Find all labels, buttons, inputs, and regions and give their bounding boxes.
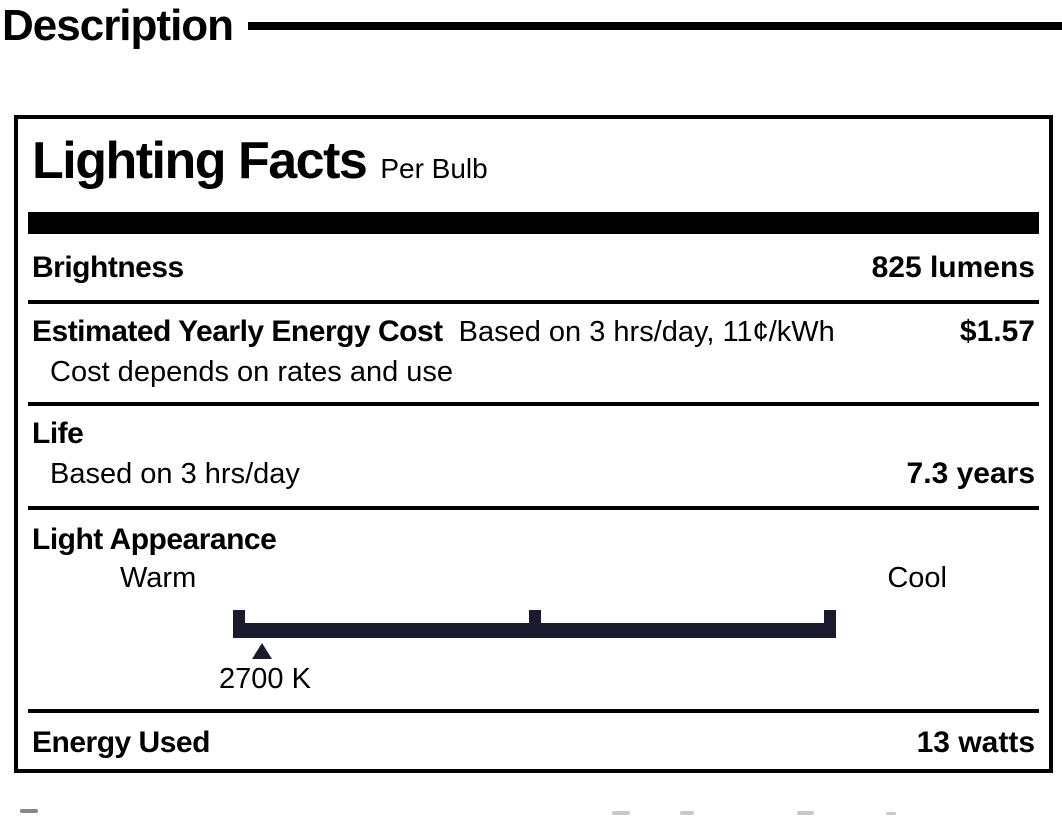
lighting-facts-title-line: Lighting Facts Per Bulb [32,131,1035,204]
temperature-marker-value: 2700 K [219,663,311,695]
lighting-facts-title: Lighting Facts [32,132,368,190]
cropped-text-fragment [797,811,814,815]
row-separator [28,506,1039,510]
brightness-label: Brightness [32,251,184,284]
life-row: Life Based on 3 hrs/day 7.3 years [32,406,1035,506]
scale-cool-label: Cool [887,562,947,594]
scale-tick-right [824,610,836,638]
row-separator [28,709,1039,713]
energy-used-label: Energy Used [32,726,210,759]
brightness-row: Brightness 825 lumens [32,234,1035,300]
scale-tick-middle [529,610,541,638]
energy-cost-label: Estimated Yearly Energy Cost [32,315,443,348]
energy-used-row: Energy Used 13 watts [32,713,1035,759]
light-appearance-row: Light Appearance Warm Cool 2700 K [32,510,1035,709]
temperature-marker-triangle-icon [252,643,272,659]
cropped-text-fragment [886,812,896,815]
cropped-text-fragment [20,809,38,813]
description-section-header: Description [2,0,1062,52]
color-temperature-scale: 2700 K [219,610,836,697]
section-title: Description [2,1,234,50]
lighting-facts-subtitle: Per Bulb [380,153,488,184]
scale-warm-label: Warm [120,562,197,594]
cropped-text-fragment [612,811,630,815]
row-separator [28,402,1039,406]
light-appearance-label: Light Appearance [32,523,277,556]
energy-used-value: 13 watts [916,726,1035,759]
section-header-rule [248,22,1062,30]
energy-cost-row: Estimated Yearly Energy Cost Based on 3 … [32,304,1035,402]
row-separator [28,300,1039,304]
life-label: Life [32,417,84,450]
scale-bar [233,610,836,638]
energy-cost-basis: Based on 3 hrs/day, 11¢/kWh [458,316,835,348]
energy-cost-note: Cost depends on rates and use [50,356,454,388]
life-value: 7.3 years [906,457,1035,490]
brightness-value: 825 lumens [871,251,1035,284]
life-basis: Based on 3 hrs/day [50,458,300,490]
title-divider-bar [28,212,1039,234]
energy-cost-value: $1.57 [959,315,1035,348]
lighting-facts-label: Lighting Facts Per Bulb Brightness 825 lu… [14,115,1053,773]
scale-tick-left [233,610,245,638]
cropped-text-fragment [680,811,694,815]
